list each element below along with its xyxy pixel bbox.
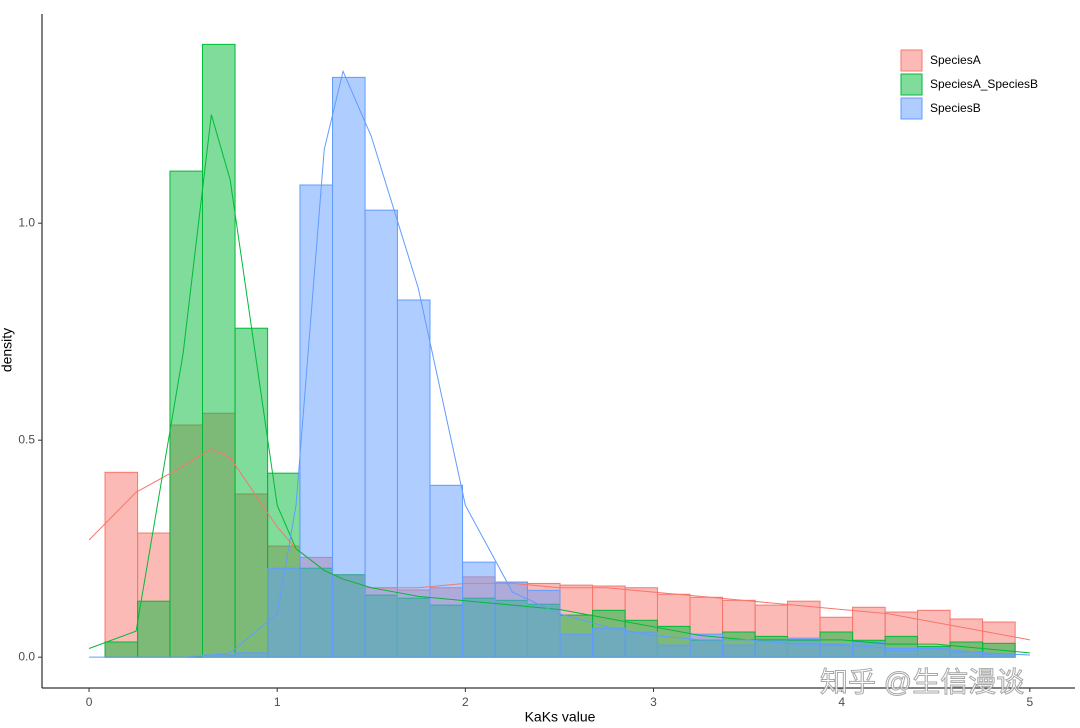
histogram-bar bbox=[494, 581, 528, 658]
histogram-bar bbox=[786, 637, 821, 658]
histogram-bar bbox=[104, 641, 139, 658]
histogram-bar bbox=[852, 641, 886, 658]
histogram-bar bbox=[364, 209, 398, 658]
density-line bbox=[88, 448, 1030, 641]
histogram-bar bbox=[396, 299, 431, 658]
x-tick-label: 2 bbox=[462, 695, 469, 709]
histogram-bar bbox=[462, 561, 496, 658]
density-line bbox=[89, 69, 1030, 658]
y-tick-label: 1.0 bbox=[18, 215, 35, 229]
x-axis-title: KaKs value bbox=[525, 709, 596, 725]
histogram-bar bbox=[559, 633, 594, 658]
histogram-bar bbox=[234, 652, 269, 658]
histogram-bar bbox=[689, 633, 724, 658]
x-tick-label: 3 bbox=[650, 695, 657, 709]
x-tick-label: 1 bbox=[274, 695, 281, 709]
histogram-bar bbox=[982, 653, 1016, 658]
histogram-bar bbox=[656, 644, 691, 658]
histogram-bar bbox=[137, 600, 171, 658]
legend-swatch bbox=[900, 97, 923, 120]
histogram-bar bbox=[267, 567, 301, 658]
histogram-bar bbox=[592, 627, 626, 658]
legend-swatch bbox=[900, 49, 923, 72]
histogram-bar bbox=[169, 170, 204, 658]
histogram-bar bbox=[299, 184, 334, 658]
histogram-bar bbox=[884, 649, 919, 658]
histogram-bar bbox=[202, 43, 236, 658]
histogram-bar bbox=[332, 76, 366, 658]
y-axis-title: density bbox=[0, 328, 15, 372]
histogram-bar bbox=[234, 327, 269, 658]
legend-swatch bbox=[900, 73, 923, 96]
histogram-bar bbox=[819, 644, 854, 658]
histogram-bar bbox=[104, 471, 139, 658]
legend-label: SpeciesB bbox=[930, 101, 981, 115]
histogram-bar bbox=[526, 589, 561, 658]
y-tick-label: 0.0 bbox=[18, 649, 35, 663]
x-tick-label: 5 bbox=[1026, 695, 1033, 709]
legend-label: SpeciesA bbox=[930, 53, 981, 67]
x-tick-label: 4 bbox=[838, 695, 845, 709]
histogram-bar bbox=[429, 484, 464, 658]
legend-label: SpeciesA_SpeciesB bbox=[930, 77, 1038, 91]
y-tick-label: 0.5 bbox=[18, 432, 35, 446]
histogram-bar bbox=[722, 644, 756, 658]
x-tick-label: 0 bbox=[86, 695, 93, 709]
density-line bbox=[88, 114, 1030, 654]
watermark: 知乎 @生信漫谈 bbox=[820, 666, 1024, 697]
